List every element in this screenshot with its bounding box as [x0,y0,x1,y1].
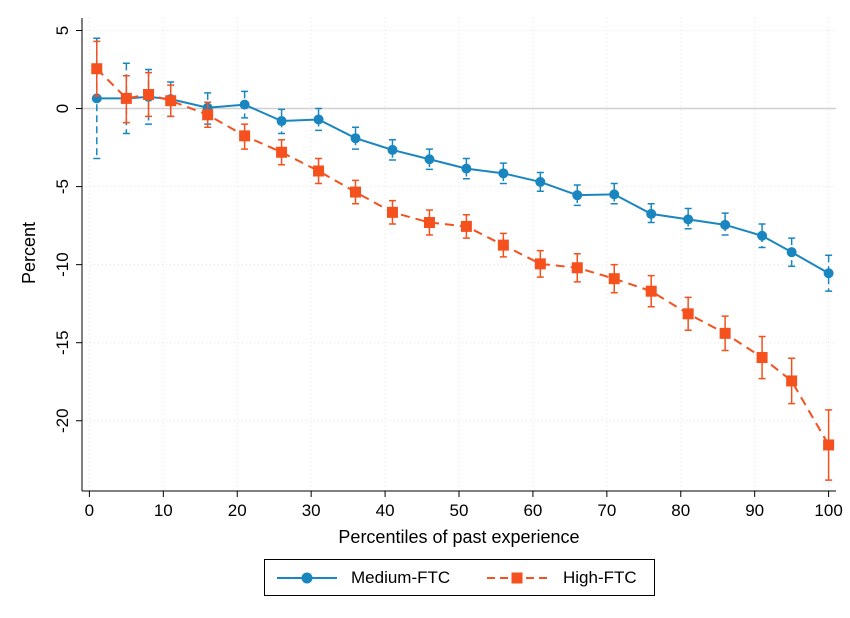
x-tick-label-2: 20 [228,501,247,520]
y-tick-label-3: -10 [53,252,72,277]
data-point-medium-ftc [387,144,398,155]
data-point-medium-ftc [350,133,361,144]
data-point-medium-ftc [823,268,834,279]
data-point-high-ftc [571,262,583,274]
data-point-high-ftc [756,352,768,364]
data-point-high-ftc [423,216,435,228]
data-point-medium-ftc [646,208,657,219]
error-bar-medium-ftc [721,212,729,236]
series-high-ftc [91,40,835,481]
error-bar-medium-ftc [425,148,433,171]
data-point-high-ftc [91,63,103,75]
gridlines [82,18,836,491]
y-tick-label-0: 5 [53,26,72,35]
data-point-medium-ftc [683,214,694,225]
x-tick-label-6: 60 [523,501,542,520]
y-tick-label-4: -15 [53,330,72,355]
data-point-medium-ftc [276,116,287,127]
data-point-medium-ftc [609,189,620,200]
error-bar-medium-ftc [352,126,360,150]
x-tick-label-10: 100 [814,501,842,520]
error-bar-medium-ftc [499,162,507,185]
data-point-medium-ftc [239,99,250,110]
error-bar-medium-ftc [315,107,323,132]
x-tick-label-8: 80 [671,501,690,520]
data-point-high-ftc [120,92,132,104]
series-group [91,37,835,481]
data-point-high-ftc [823,439,835,451]
data-point-medium-ftc [786,247,797,258]
error-bar-medium-ftc [573,184,581,207]
legend-marker-circle [301,572,313,584]
y-axis-ticks: 5 0 -5 -10 -15 -20 [53,26,82,433]
y-tick-label-1: 0 [53,104,72,113]
data-point-medium-ftc [757,230,768,241]
series-line-high-ftc [96,68,830,446]
x-tick-label-4: 40 [376,501,395,520]
data-point-high-ftc [313,165,325,177]
data-point-high-ftc [608,273,620,285]
data-point-high-ftc [165,95,177,107]
x-tick-label-3: 30 [302,501,321,520]
data-point-high-ftc [534,258,546,270]
legend-marker-square [511,572,523,584]
x-tick-label-5: 50 [450,501,469,520]
data-point-medium-ftc [572,190,583,201]
x-tick-label-0: 0 [85,501,94,520]
data-point-high-ftc [202,109,214,121]
error-bar-medium-ftc [388,139,396,161]
data-point-high-ftc [350,186,362,198]
error-bar-medium-ftc [647,203,655,224]
y-tick-label-5: -20 [53,408,72,433]
error-bar-medium-ftc [684,207,692,230]
error-bar-medium-ftc [462,157,470,180]
legend: Medium-FTC High-FTC [264,559,655,596]
legend-label-high-ftc: High-FTC [563,568,637,587]
data-point-high-ftc [239,130,251,142]
x-axis-label: Percentiles of past experience [338,527,579,547]
y-axis-label: Percent [19,222,39,284]
data-point-high-ftc [143,88,155,100]
data-point-high-ftc [786,375,798,387]
data-point-high-ftc [276,146,288,158]
data-point-high-ftc [460,220,472,232]
data-point-medium-ftc [498,168,509,179]
data-point-medium-ftc [424,154,435,165]
data-point-medium-ftc [535,176,546,187]
data-point-high-ftc [682,308,694,320]
x-tick-label-7: 70 [597,501,616,520]
x-tick-label-9: 90 [745,501,764,520]
legend-swatch-medium-ftc [277,572,337,584]
data-point-high-ftc [645,285,657,297]
data-point-high-ftc [497,239,509,251]
x-tick-label-1: 10 [154,501,173,520]
data-point-medium-ftc [313,114,324,125]
error-bar-medium-ftc [536,171,544,193]
error-bar-medium-ftc [610,182,618,205]
data-point-medium-ftc [720,219,731,230]
y-tick-label-2: -5 [53,179,72,194]
data-point-high-ftc [719,327,731,339]
series-medium-ftc [91,37,834,292]
series-line-medium-ftc [96,95,830,275]
data-point-high-ftc [386,206,398,218]
legend-swatch-high-ftc [487,572,547,584]
data-point-medium-ftc [461,163,472,174]
legend-label-medium-ftc: Medium-FTC [351,568,451,587]
x-axis-ticks: 0 10 20 30 40 50 60 70 80 90 100 [85,491,843,520]
